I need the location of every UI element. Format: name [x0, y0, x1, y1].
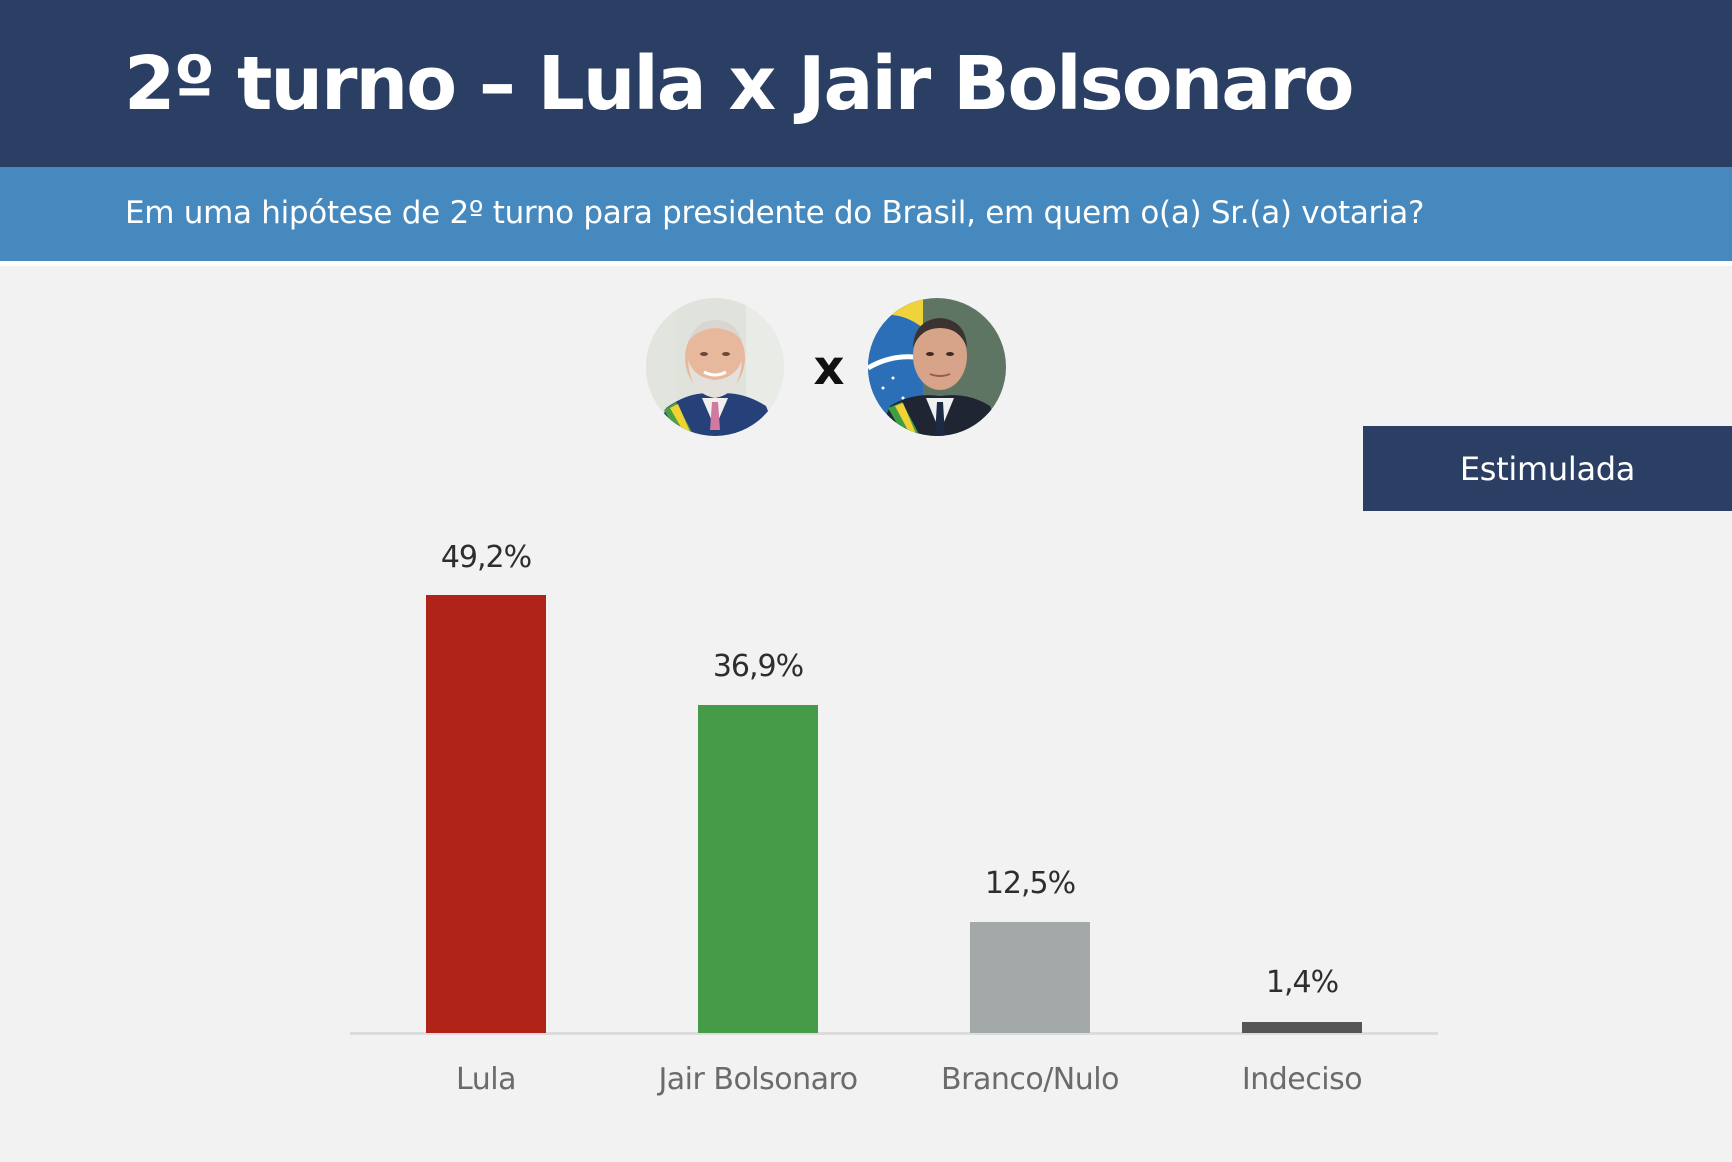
bar-group-lula: 49,2%: [366, 540, 606, 1033]
bar-group-indeciso: 1,4%: [1182, 965, 1422, 1033]
avatar-bolsonaro: [868, 298, 1006, 436]
bar-indeciso: [1242, 1022, 1362, 1033]
bar-label-indeciso: Indeciso: [1241, 1062, 1363, 1097]
avatar-lula: [646, 298, 784, 436]
bar-group-bolsonaro: 36,9%: [638, 649, 878, 1033]
page-title: 2º turno – Lula x Jair Bolsonaro: [124, 41, 1355, 127]
bar-label-branco-nulo: Branco/Nulo: [941, 1062, 1119, 1097]
question-bar: Em uma hipótese de 2º turno para preside…: [0, 167, 1732, 261]
estimulada-badge: Estimulada: [1363, 426, 1732, 511]
title-bar: 2º turno – Lula x Jair Bolsonaro: [0, 0, 1732, 167]
bolsonaro-portrait-icon: [868, 298, 1006, 436]
bar-value-branco-nulo: 12,5%: [984, 866, 1076, 901]
divider: [0, 261, 1732, 266]
bar-value-indeciso: 1,4%: [1265, 965, 1339, 1000]
bar-group-branco-nulo: 12,5%: [910, 866, 1150, 1033]
bar-bolsonaro: [698, 705, 818, 1033]
bar-label-lula: Lula: [456, 1062, 516, 1097]
bar-value-bolsonaro: 36,9%: [712, 649, 804, 684]
bar-lula: [426, 595, 546, 1033]
bar-value-lula: 49,2%: [440, 540, 532, 575]
lula-portrait-icon: [646, 298, 784, 436]
candidate-matchup: x: [646, 298, 1006, 438]
versus-label: x: [813, 340, 845, 396]
survey-question: Em uma hipótese de 2º turno para preside…: [125, 195, 1425, 231]
bar-label-bolsonaro: Jair Bolsonaro: [658, 1062, 858, 1097]
bar-branco-nulo: [970, 922, 1090, 1033]
